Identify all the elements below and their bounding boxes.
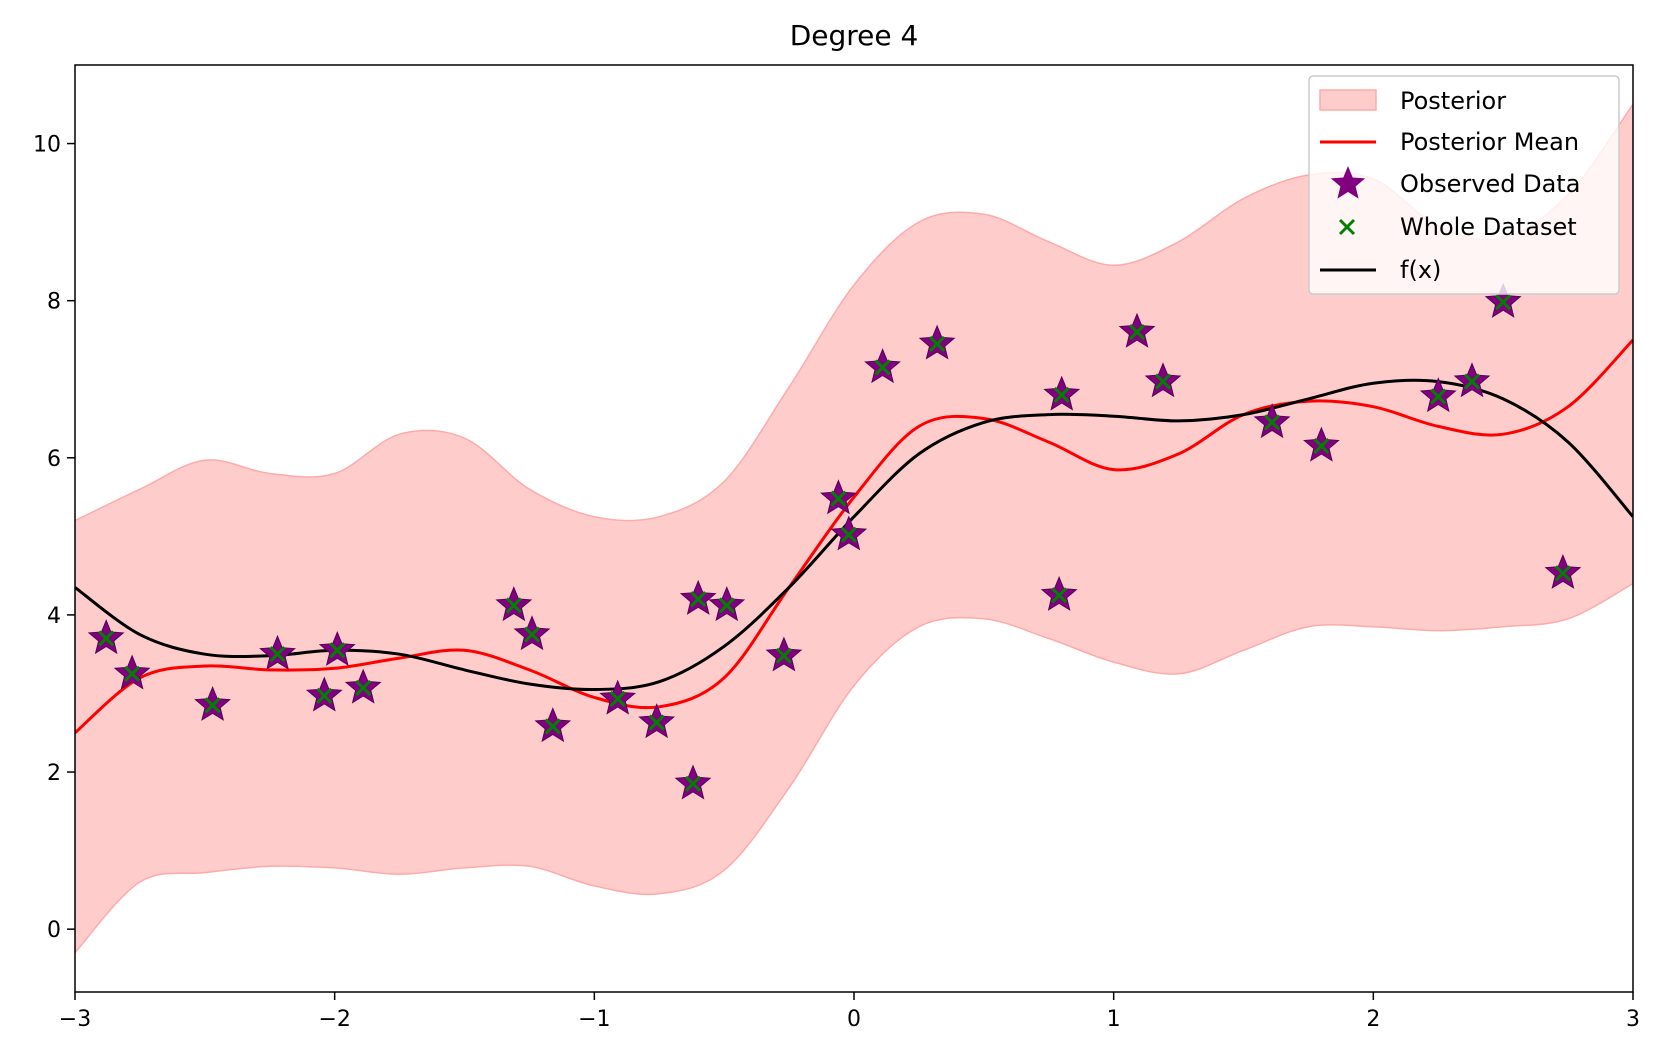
whole-dataset-point <box>523 626 541 643</box>
whole-dataset-point <box>830 490 847 507</box>
legend: Posterior Posterior Mean Observed Data W… <box>1308 75 1620 295</box>
x-tick-label: 1 <box>1107 1007 1121 1032</box>
legend-label-fx: f(x) <box>1400 256 1441 284</box>
whole-dataset-point <box>775 647 792 664</box>
whole-dataset-point <box>1495 294 1512 311</box>
x-tick-label: 3 <box>1626 1007 1640 1032</box>
whole-dataset-point <box>1051 587 1068 604</box>
x-tick-label: −2 <box>318 1007 350 1032</box>
whole-dataset-point <box>1430 388 1447 405</box>
whole-dataset-point <box>1053 386 1070 404</box>
x-tick-label: 2 <box>1366 1007 1380 1032</box>
whole-dataset-point <box>609 690 626 708</box>
whole-dataset-point <box>1154 373 1172 390</box>
y-axis: 0 2 4 6 8 10 <box>33 133 75 943</box>
y-tick-label: 2 <box>47 761 61 786</box>
whole-dataset-point <box>316 687 333 704</box>
whole-dataset-point <box>544 718 561 735</box>
x-tick-label: −1 <box>578 1007 610 1032</box>
whole-dataset-point <box>124 665 141 682</box>
point-layer <box>87 282 1582 800</box>
legend-label-posterior-mean: Posterior Mean <box>1400 128 1579 156</box>
whole-dataset-point <box>98 630 115 647</box>
posterior-mean-line <box>75 338 1633 734</box>
whole-dataset-point <box>648 714 665 731</box>
whole-dataset-point <box>929 335 946 352</box>
whole-dataset-point <box>329 642 346 659</box>
y-tick-label: 6 <box>47 447 61 472</box>
whole-dataset-point <box>1263 414 1281 431</box>
whole-dataset-point <box>1554 565 1571 582</box>
x-axis: −3 −2 −1 0 1 2 3 <box>59 992 1640 1032</box>
y-tick-label: 0 <box>47 918 61 943</box>
whole-dataset-point <box>684 775 702 792</box>
x-tick-label: −3 <box>59 1007 91 1032</box>
whole-dataset-point <box>874 359 891 376</box>
legend-label-observed-data: Observed Data <box>1400 170 1580 198</box>
legend-label-posterior: Posterior <box>1400 87 1506 115</box>
whole-dataset-point <box>355 679 372 697</box>
x-tick-label: 0 <box>847 1007 861 1032</box>
whole-dataset-point <box>718 597 735 614</box>
whole-dataset-point <box>1463 373 1481 390</box>
plot-area <box>75 103 1633 954</box>
y-tick-label: 10 <box>33 133 61 158</box>
whole-dataset-point <box>840 526 857 543</box>
whole-dataset-point <box>1128 324 1146 341</box>
chart-title: Degree 4 <box>790 19 919 52</box>
whole-dataset-point <box>269 646 286 663</box>
legend-swatch-star-icon <box>1330 166 1366 199</box>
whole-dataset-point <box>204 697 221 714</box>
whole-dataset-point <box>1313 437 1330 455</box>
legend-swatch-x-icon <box>1338 218 1356 236</box>
whole-dataset-point <box>505 597 522 614</box>
whole-dataset-point <box>690 591 707 608</box>
legend-label-whole-dataset: Whole Dataset <box>1400 213 1577 241</box>
y-tick-label: 4 <box>47 604 61 629</box>
legend-box <box>1308 75 1620 295</box>
legend-swatch-posterior <box>1319 89 1377 111</box>
y-tick-label: 8 <box>47 290 61 315</box>
